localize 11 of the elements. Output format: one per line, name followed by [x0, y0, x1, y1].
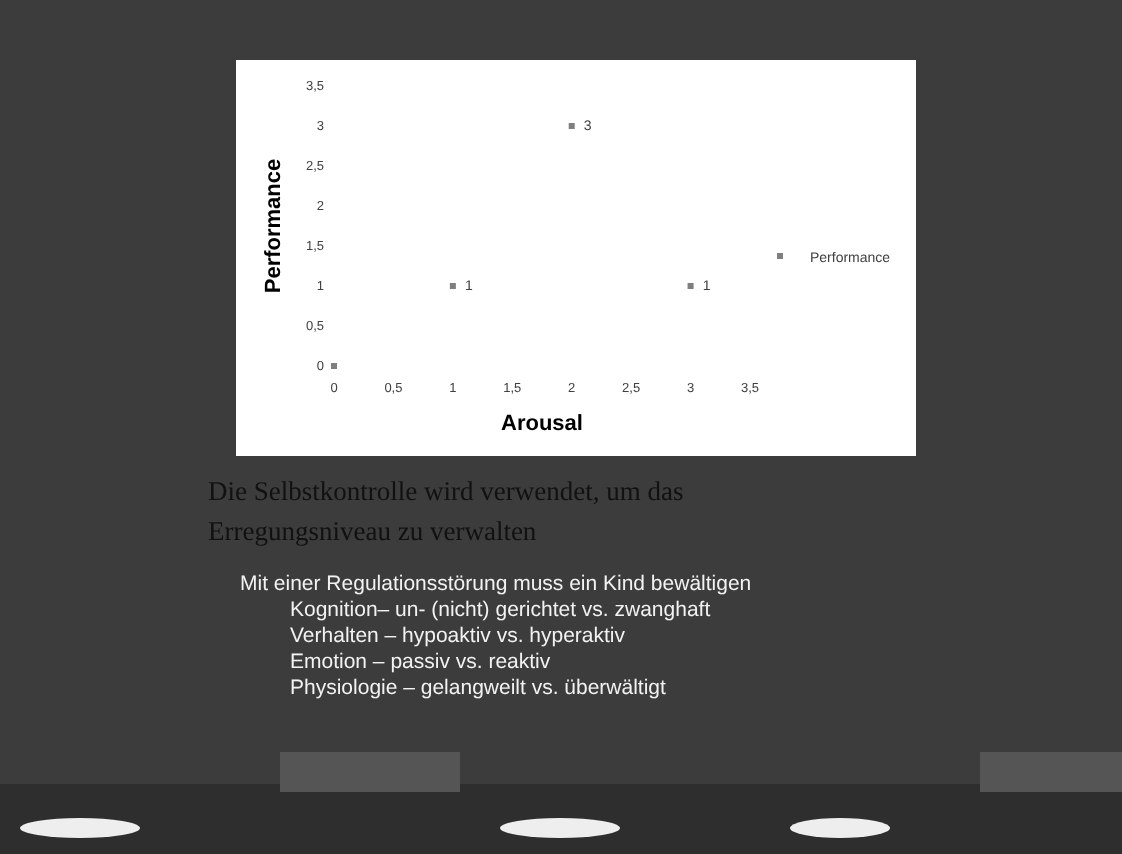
text: Kognition– un- (nicht) gerichtet vs. zwanghaft — [290, 598, 711, 622]
point — [331, 363, 337, 369]
text: Physiologie – gelangweilt vs. überwältigt — [290, 676, 667, 700]
y-axis-title: Performance — [262, 158, 286, 294]
text: Verhalten – hypoaktiv vs. hyperaktiv — [290, 624, 627, 648]
point — [687, 283, 694, 289]
point — [568, 123, 575, 129]
point — [449, 283, 456, 289]
x-axis-title: Arousal — [501, 412, 583, 436]
text: Mit einer Regulationsstörung muss ein Kind bewältigen — [240, 572, 752, 596]
text: Emotion – passiv vs. reaktiv — [290, 650, 552, 674]
